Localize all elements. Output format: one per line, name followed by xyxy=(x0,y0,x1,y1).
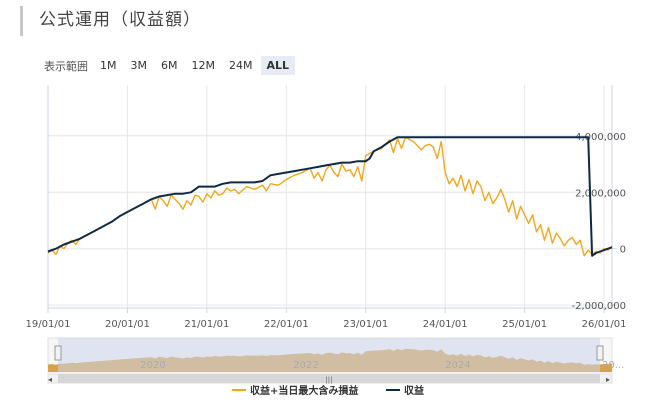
navigator-year-2024: 2024 xyxy=(445,360,470,371)
x-tick-label: 20/01/01 xyxy=(105,319,150,330)
navigator-year-2022: 2022 xyxy=(293,360,318,371)
series-line-profit-incl xyxy=(47,136,613,257)
navigator-end-label: 20... xyxy=(602,360,624,371)
legend: 収益+当日最大含み損益 収益 xyxy=(232,384,424,397)
scroll-left-arrow-icon[interactable]: ◂ xyxy=(48,375,52,384)
range-button-1m[interactable]: 1M xyxy=(100,59,117,72)
range-selector: 表示範囲 1M 3M 6M 12M 24M ALL xyxy=(44,56,297,75)
x-tick-label: 19/01/01 xyxy=(26,319,71,330)
x-axis-ticks: 19/01/01 20/01/01 21/01/01 22/01/01 23/01/01… xyxy=(26,308,627,330)
scrollbar-thumb[interactable] xyxy=(58,374,600,383)
legend-label-profit-incl[interactable]: 収益+当日最大含み損益 xyxy=(250,384,358,397)
navigator-left-handle[interactable] xyxy=(54,345,62,361)
x-tick-label: 25/01/01 xyxy=(502,319,547,330)
range-selector-label: 表示範囲 xyxy=(44,59,88,73)
legend-label-profit[interactable]: 収益 xyxy=(404,384,424,397)
range-button-24m[interactable]: 24M xyxy=(229,59,253,72)
navigator-window[interactable] xyxy=(58,338,600,372)
x-tick-label: 21/01/01 xyxy=(184,319,229,330)
grid-lines xyxy=(47,85,612,308)
range-button-6m[interactable]: 6M xyxy=(161,59,178,72)
range-button-3m[interactable]: 3M xyxy=(130,59,148,72)
scroll-right-arrow-icon[interactable]: ▸ xyxy=(606,375,610,384)
range-button-all[interactable]: ALL xyxy=(260,56,296,75)
page-title: 公式運用（収益額） xyxy=(39,10,201,30)
scrollbar-grip-icon[interactable]: ||| xyxy=(325,376,332,384)
y-tick-label: 2,000,000 xyxy=(575,188,626,199)
y-tick-label: 0 xyxy=(620,245,626,256)
x-tick-label: 22/01/01 xyxy=(264,319,309,330)
y-axis-ticks: 4,000,000 2,000,000 0 -2,000,000 xyxy=(571,132,626,312)
navigator-year-2020: 2020 xyxy=(140,360,165,371)
range-button-12m[interactable]: 12M xyxy=(191,59,216,72)
y-tick-label: 4,000,000 xyxy=(575,132,626,143)
x-tick-label: 26/01/01 xyxy=(582,319,627,330)
series-line-profit xyxy=(47,136,613,257)
x-tick-label: 24/01/01 xyxy=(423,319,468,330)
series-lines xyxy=(47,136,613,257)
title-bar: 公式運用（収益額） xyxy=(20,6,201,36)
x-tick-label: 23/01/01 xyxy=(343,319,388,330)
y-tick-label: -2,000,000 xyxy=(571,301,626,312)
navigator-right-handle[interactable] xyxy=(596,345,604,361)
